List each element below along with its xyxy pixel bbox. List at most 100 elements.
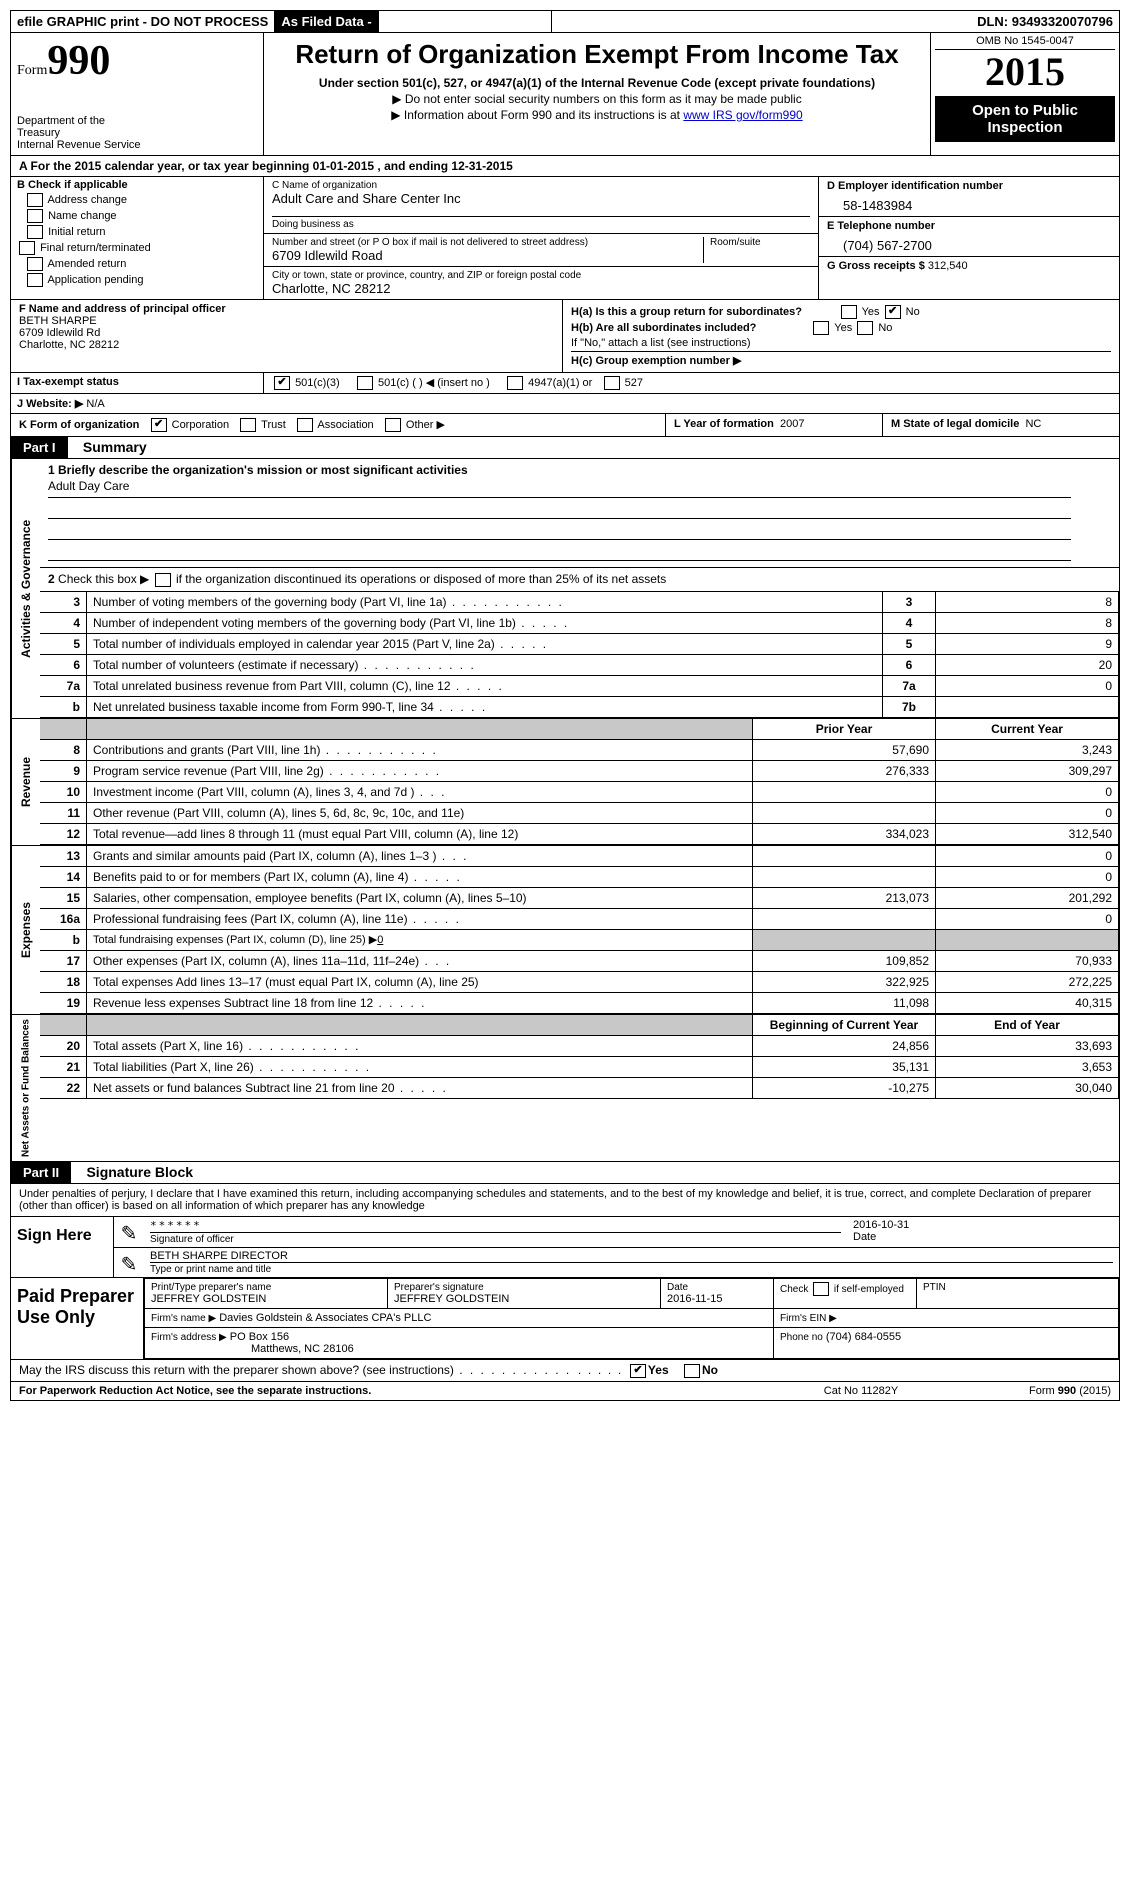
b-label-5: Application pending xyxy=(47,274,143,286)
checkbox-icon[interactable] xyxy=(27,209,43,223)
row-text: Number of independent voting members of … xyxy=(93,616,569,630)
e-value: (704) 567-2700 xyxy=(827,238,1111,253)
checkbox-icon[interactable]: ✔ xyxy=(885,305,901,319)
summary-revenue: Revenue Prior YearCurrent Year 8Contribu… xyxy=(11,719,1119,846)
row-cy-shade xyxy=(936,930,1119,951)
row-num: 11 xyxy=(40,803,87,824)
table-row: 21Total liabilities (Part X, line 26)35,… xyxy=(40,1057,1119,1078)
prep-sig: Preparer's signatureJEFFREY GOLDSTEIN xyxy=(388,1279,661,1309)
checkbox-icon[interactable] xyxy=(357,376,373,390)
sig-stars: ****** xyxy=(150,1219,841,1232)
open-to-public: Open to Public Inspection xyxy=(935,96,1115,142)
i-o4: 527 xyxy=(625,377,643,389)
subtitle-2b: ▶ Information about Form 990 and its ins… xyxy=(272,108,922,122)
perjury-text: Under penalties of perjury, I declare th… xyxy=(11,1184,1119,1217)
row-cy: 312,540 xyxy=(936,824,1119,845)
sig-line-2: ✎ BETH SHARPE DIRECTOR Type or print nam… xyxy=(114,1248,1119,1277)
gov-q2: 2 Check this box ▶ if the organization d… xyxy=(40,567,1119,591)
d-label: D Employer identification number xyxy=(827,180,1111,192)
header-mid: Return of Organization Exempt From Incom… xyxy=(264,33,931,155)
checkbox-icon[interactable]: ✔ xyxy=(274,376,290,390)
checkbox-icon[interactable] xyxy=(27,257,43,271)
sign-here-label: Sign Here xyxy=(11,1217,114,1277)
table-row: Prior YearCurrent Year xyxy=(40,719,1119,740)
checkbox-icon[interactable] xyxy=(19,241,35,255)
sign-here-text: Sign Here xyxy=(17,1227,107,1245)
checkbox-icon[interactable] xyxy=(27,273,43,287)
row-text: Total unrelated business revenue from Pa… xyxy=(93,679,504,693)
checkbox-icon[interactable] xyxy=(297,418,313,432)
checkbox-icon[interactable] xyxy=(507,376,523,390)
footer-left: For Paperwork Reduction Act Notice, see … xyxy=(19,1385,771,1397)
checkbox-icon[interactable]: ✔ xyxy=(630,1364,646,1378)
section-deg: D Employer identification number 58-1483… xyxy=(819,177,1119,299)
row-num: 6 xyxy=(40,655,87,676)
hdr-current-year: Current Year xyxy=(936,719,1119,740)
val: JEFFREY GOLDSTEIN xyxy=(151,1293,381,1305)
e-cell: E Telephone number (704) 567-2700 xyxy=(819,217,1119,257)
rev-table: Prior YearCurrent Year 8Contributions an… xyxy=(40,719,1119,845)
form-word: Form xyxy=(17,63,47,78)
i-o2: 501(c) ( ) ◀ (insert no ) xyxy=(378,377,490,389)
row-e: 33,693 xyxy=(936,1036,1119,1057)
checkbox-icon[interactable] xyxy=(813,1282,829,1296)
checkbox-icon[interactable] xyxy=(604,376,620,390)
row-underline: 0 xyxy=(377,934,383,946)
row-py xyxy=(753,867,936,888)
checkbox-icon[interactable] xyxy=(857,321,873,335)
row-text: Program service revenue (Part VIII, line… xyxy=(93,764,441,778)
table-row: 22Net assets or fund balances Subtract l… xyxy=(40,1078,1119,1099)
checkbox-icon[interactable] xyxy=(841,305,857,319)
cap: Firm's EIN ▶ xyxy=(780,1313,837,1324)
row-num: 20 xyxy=(40,1036,87,1057)
table-row: 10Investment income (Part VIII, column (… xyxy=(40,782,1119,803)
table-row: 16aProfessional fundraising fees (Part I… xyxy=(40,909,1119,930)
part-i-header: Part I Summary xyxy=(11,437,1119,459)
checkbox-icon[interactable]: ✔ xyxy=(151,418,167,432)
m-cell: M State of legal domicile NC xyxy=(882,414,1119,436)
prep-firm-name: Firm's name ▶ Davies Goldstein & Associa… xyxy=(145,1309,774,1328)
checkbox-icon[interactable] xyxy=(684,1364,700,1378)
row-num: 4 xyxy=(40,613,87,634)
sig-date-val: 2016-10-31 xyxy=(853,1219,1113,1231)
k-o1: Corporation xyxy=(172,419,229,431)
checkbox-icon[interactable] xyxy=(240,418,256,432)
checkbox-icon[interactable] xyxy=(813,321,829,335)
a-mid: , and ending xyxy=(377,159,451,173)
a-end: 12-31-2015 xyxy=(451,159,512,173)
mission-blank-2 xyxy=(48,521,1071,540)
row-num: 5 xyxy=(40,634,87,655)
cap: Preparer's signature xyxy=(394,1282,654,1293)
row-num: 17 xyxy=(40,951,87,972)
row-text: Other revenue (Part VIII, column (A), li… xyxy=(93,806,464,820)
discuss-no: No xyxy=(702,1363,718,1377)
row-text: Net assets or fund balances Subtract lin… xyxy=(93,1081,448,1095)
c-room-label: Room/suite xyxy=(710,237,810,248)
c-name-label: C Name of organization xyxy=(272,180,810,191)
row-text: Contributions and grants (Part VIII, lin… xyxy=(93,743,438,757)
dln: DLN: 93493320070796 xyxy=(971,11,1119,32)
table-row: 19Revenue less expenses Subtract line 18… xyxy=(40,993,1119,1014)
c-name-value: Adult Care and Share Center Inc xyxy=(272,191,810,206)
checkbox-icon[interactable] xyxy=(155,573,171,587)
row-text: Total expenses Add lines 13–17 (must equ… xyxy=(93,975,479,989)
part-ii-header: Part II Signature Block xyxy=(11,1162,1119,1184)
val1: PO Box 156 xyxy=(230,1331,289,1343)
open-line1: Open to Public xyxy=(937,102,1113,119)
checkbox-icon[interactable] xyxy=(385,418,401,432)
g-value: 312,540 xyxy=(928,260,968,272)
h-no2: No xyxy=(878,322,892,334)
gov-q2-post: if the organization discontinued its ope… xyxy=(176,572,666,586)
b-header: B Check if applicable xyxy=(17,179,257,191)
row-num: 13 xyxy=(40,846,87,867)
gov-q2-pre: 2 Check this box ▶ xyxy=(48,572,153,586)
blank xyxy=(87,1015,753,1036)
h-b-note: If "No," attach a list (see instructions… xyxy=(571,337,1111,349)
row-num: 3 xyxy=(40,592,87,613)
k-o4: Other ▶ xyxy=(406,419,445,431)
checkbox-icon[interactable] xyxy=(27,193,43,207)
exp-table: 13Grants and similar amounts paid (Part … xyxy=(40,846,1119,1014)
row-e: 3,653 xyxy=(936,1057,1119,1078)
irs-link[interactable]: www IRS gov/form990 xyxy=(683,108,802,122)
checkbox-icon[interactable] xyxy=(27,225,43,239)
